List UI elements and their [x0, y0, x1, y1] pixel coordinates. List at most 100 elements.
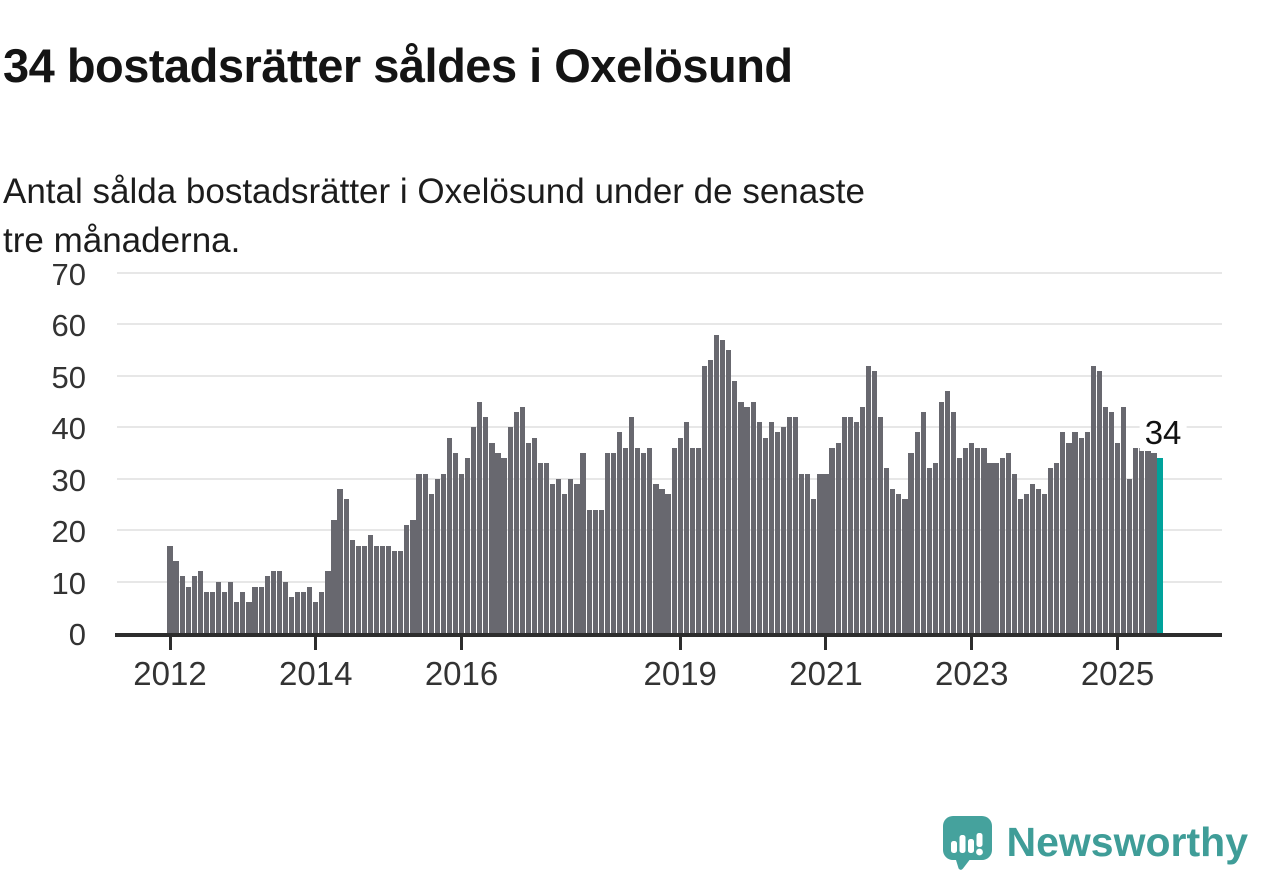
bar: [525, 442, 531, 633]
bar: [963, 447, 969, 633]
bar: [622, 447, 629, 633]
bar: [683, 422, 689, 633]
bar: [1048, 468, 1054, 633]
bar: [222, 591, 228, 633]
bar: [610, 453, 616, 633]
bar: [258, 586, 264, 633]
bar: [1108, 411, 1115, 633]
x-axis-label-2023: 2023: [935, 655, 1009, 692]
bar: [574, 483, 580, 633]
bar: [1102, 406, 1108, 633]
subtitle-line-1: Antal sålda bostadsrätter i Oxelösund un…: [3, 172, 865, 211]
bar: [179, 576, 185, 633]
bar: [890, 489, 896, 633]
bar: [386, 545, 392, 633]
bar: [404, 525, 410, 633]
bar: [337, 489, 343, 633]
bar: [999, 458, 1005, 633]
bar: [659, 489, 665, 633]
bar: [313, 602, 319, 633]
bar: [1054, 463, 1060, 633]
bar: [301, 591, 307, 633]
bar: [1090, 365, 1096, 633]
page-title: 34 bostadsrätter såldes i Oxelösund: [3, 39, 793, 93]
bar: [793, 417, 799, 633]
bar: [586, 509, 592, 633]
gridline-y50: [117, 374, 1222, 377]
bar: [270, 571, 276, 633]
y-axis-label-40: 40: [51, 411, 86, 447]
bar: [349, 540, 355, 633]
bar: [1035, 489, 1042, 633]
bar: [811, 499, 817, 633]
x-axis-label-2012: 2012: [133, 655, 207, 692]
bar: [489, 442, 495, 633]
bar: [173, 561, 179, 633]
bar: [410, 519, 416, 633]
bar: [319, 591, 325, 633]
bar: [507, 427, 513, 633]
bar: [264, 576, 270, 633]
bar: [562, 494, 568, 633]
bar: [981, 447, 987, 633]
bar: [1005, 453, 1011, 633]
bar: [1151, 453, 1157, 633]
bar: [768, 422, 774, 633]
bar: [446, 437, 452, 633]
bar: [483, 417, 489, 633]
bar: [1011, 473, 1017, 633]
bar: [434, 478, 440, 633]
bar: [361, 545, 367, 633]
bar: [379, 545, 386, 633]
bar: [367, 535, 374, 633]
bar: [501, 458, 507, 633]
bar: [240, 591, 246, 633]
bar: [167, 545, 173, 633]
bar: [197, 571, 203, 633]
bar: [786, 417, 793, 633]
bar: [203, 591, 210, 633]
subtitle-line-2: tre månaderna.: [3, 221, 241, 260]
x-axis-label-2016: 2016: [424, 655, 499, 692]
bar: [902, 499, 908, 633]
y-axis-label-60: 60: [51, 308, 86, 344]
highlight-bar: [1157, 458, 1163, 633]
bar: [556, 478, 562, 633]
bar: [1114, 442, 1121, 633]
bar: [865, 365, 872, 633]
bar: [896, 494, 902, 633]
bar: [884, 468, 890, 633]
bar: [392, 550, 398, 633]
bar: [398, 550, 404, 633]
bar: [1072, 432, 1078, 633]
bar: [1078, 437, 1084, 633]
bar: [477, 401, 483, 633]
bar: [823, 473, 829, 633]
bar: [1066, 442, 1072, 633]
bar: [635, 447, 641, 633]
bar: [1145, 442, 1151, 633]
bar: [829, 447, 835, 633]
bar: [847, 417, 853, 633]
bar: [422, 473, 428, 633]
y-axis-label-10: 10: [51, 565, 86, 601]
bar: [920, 411, 926, 633]
bar: [209, 591, 216, 633]
bar: [926, 468, 932, 633]
bar: [993, 463, 999, 633]
bar: [495, 453, 501, 633]
bar: [841, 417, 847, 633]
bar: [307, 586, 313, 633]
bar: [452, 453, 459, 633]
x-tick-2016: [460, 637, 464, 650]
bar: [859, 406, 866, 633]
bar: [653, 483, 659, 633]
bar: [550, 483, 556, 633]
bar: [707, 360, 714, 633]
x-axis-label-2019: 2019: [643, 655, 717, 692]
bar: [671, 447, 677, 633]
bar: [1127, 478, 1133, 633]
bar: [853, 422, 859, 633]
x-tick-2019: [678, 637, 682, 650]
